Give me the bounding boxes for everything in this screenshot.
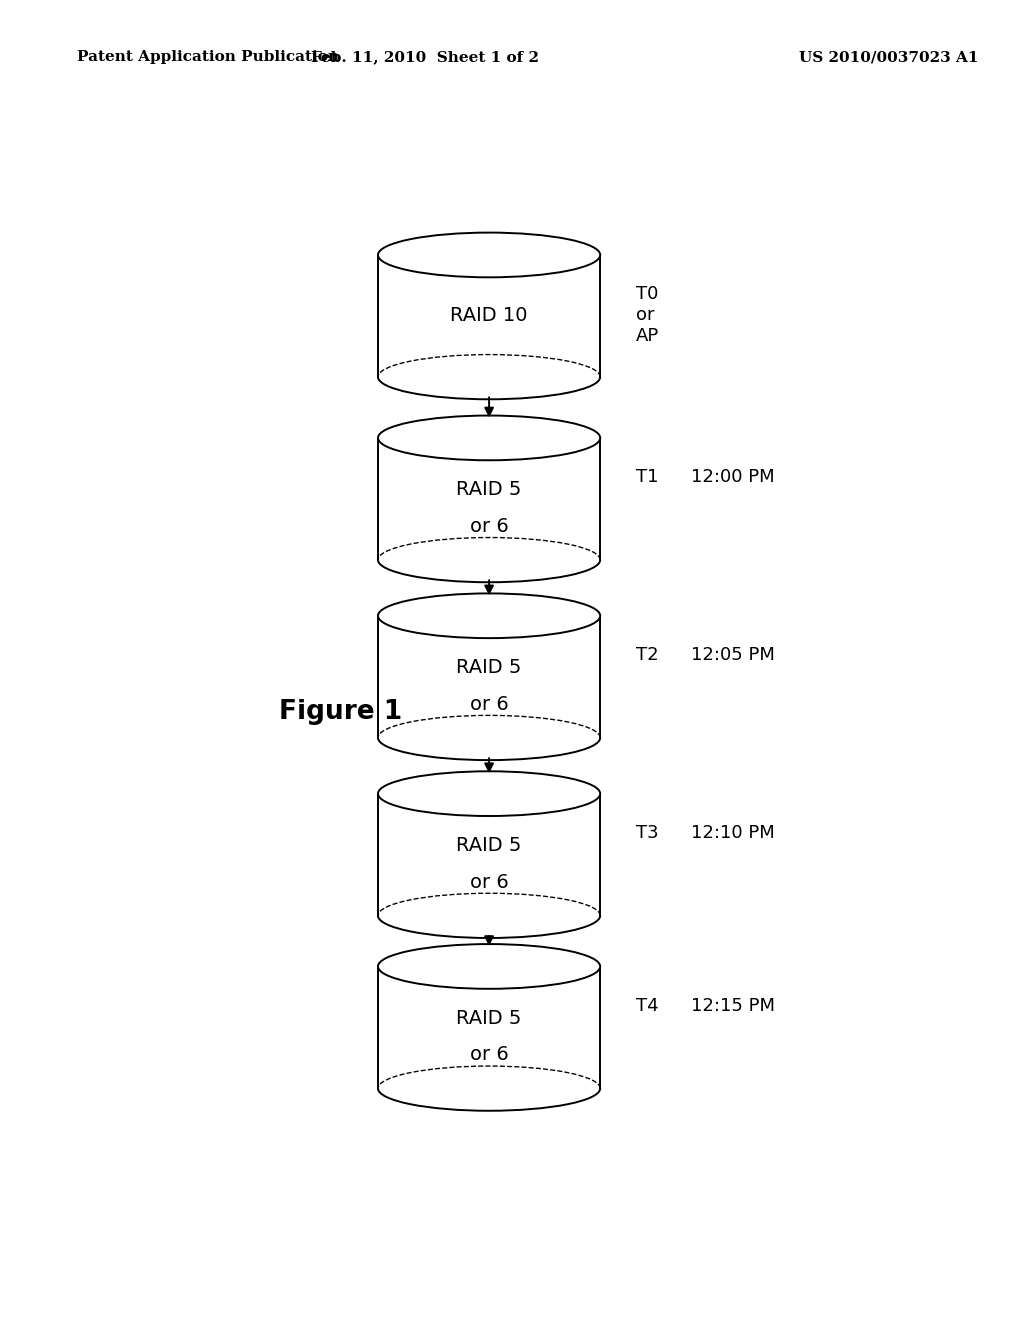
Ellipse shape xyxy=(378,232,600,277)
Text: or 6: or 6 xyxy=(470,517,509,536)
Text: Patent Application Publication: Patent Application Publication xyxy=(77,50,339,65)
Text: or 6: or 6 xyxy=(470,873,509,891)
Text: Feb. 11, 2010  Sheet 1 of 2: Feb. 11, 2010 Sheet 1 of 2 xyxy=(311,50,539,65)
Text: RAID 10: RAID 10 xyxy=(451,306,527,326)
Text: RAID 5: RAID 5 xyxy=(457,659,522,677)
Text: 12:10 PM: 12:10 PM xyxy=(691,824,775,842)
Text: RAID 5: RAID 5 xyxy=(457,480,522,499)
Text: 12:05 PM: 12:05 PM xyxy=(691,647,775,664)
Bar xyxy=(378,615,600,738)
Bar xyxy=(378,966,600,1089)
Text: T0
or
AP: T0 or AP xyxy=(636,285,659,345)
Ellipse shape xyxy=(378,944,600,989)
Text: RAID 5: RAID 5 xyxy=(457,1008,522,1028)
Text: 12:15 PM: 12:15 PM xyxy=(691,997,775,1015)
Ellipse shape xyxy=(378,416,600,461)
Text: T2: T2 xyxy=(636,647,658,664)
Bar xyxy=(378,255,600,378)
Text: T1: T1 xyxy=(636,469,658,486)
Bar xyxy=(378,793,600,916)
Bar xyxy=(378,438,600,560)
Text: T3: T3 xyxy=(636,824,658,842)
Ellipse shape xyxy=(378,594,600,638)
Text: RAID 5: RAID 5 xyxy=(457,836,522,855)
Text: T4: T4 xyxy=(636,997,658,1015)
Ellipse shape xyxy=(378,771,600,816)
Text: 12:00 PM: 12:00 PM xyxy=(691,469,775,486)
Text: Figure 1: Figure 1 xyxy=(279,700,402,725)
Text: or 6: or 6 xyxy=(470,1045,509,1064)
Text: US 2010/0037023 A1: US 2010/0037023 A1 xyxy=(799,50,978,65)
Text: or 6: or 6 xyxy=(470,694,509,714)
